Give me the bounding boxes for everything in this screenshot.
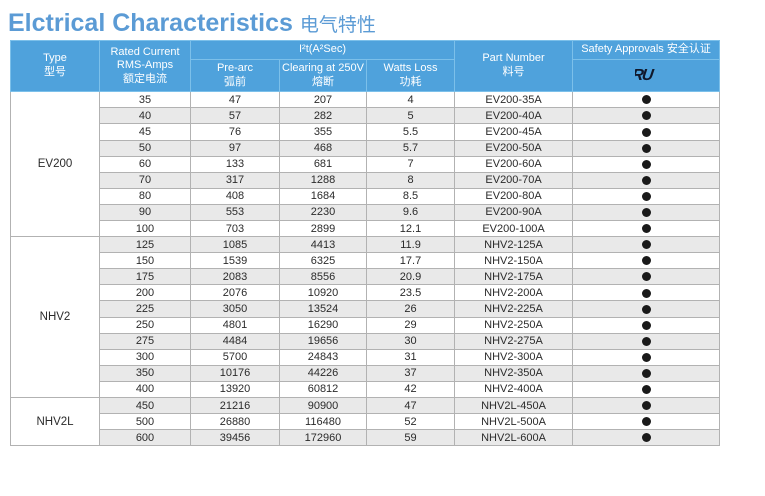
svg-text:U: U: [641, 68, 655, 82]
